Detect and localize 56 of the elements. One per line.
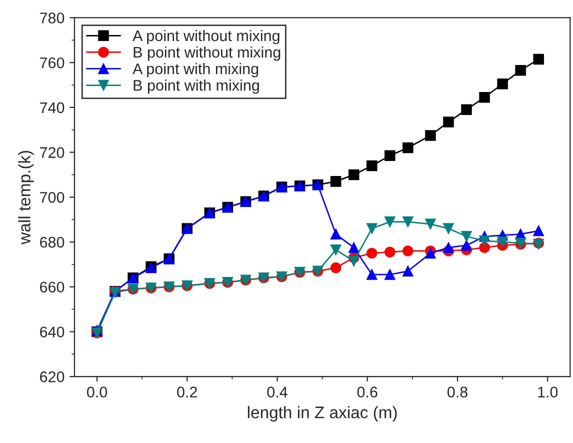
point — [402, 142, 414, 154]
point — [443, 223, 454, 234]
point — [533, 54, 544, 65]
y-tick-label: 620 — [40, 371, 64, 382]
legend-label: B point without mixing — [134, 46, 280, 61]
legend-label: B point with mixing — [134, 80, 259, 94]
legend-label: A point without mixing — [132, 30, 280, 44]
point — [461, 231, 472, 242]
point — [479, 235, 490, 246]
point — [425, 248, 436, 259]
point — [384, 150, 396, 162]
x-tick-label: 0.8 — [447, 386, 468, 398]
point — [330, 244, 342, 256]
x-tick-label: 0.2 — [177, 386, 197, 398]
x-tick-label: 0.6 — [357, 386, 378, 398]
x-tick-label: 1.0 — [538, 386, 558, 398]
point — [330, 262, 342, 274]
y-tick-label: 780 — [40, 12, 64, 24]
point — [366, 223, 378, 234]
point — [497, 78, 508, 90]
point — [348, 169, 360, 180]
point — [348, 256, 360, 266]
point — [425, 218, 436, 230]
y-axis-title: wall temp.(k) — [18, 150, 34, 244]
point — [384, 246, 396, 258]
point — [479, 92, 490, 103]
y-tick-label: 660 — [40, 282, 64, 293]
y-tick-label: 640 — [40, 326, 64, 338]
point — [330, 228, 342, 240]
point — [515, 65, 526, 76]
legend-label: A point with mixing — [132, 63, 258, 78]
x-axis-title: length in Z axiac (m) — [248, 406, 397, 422]
point — [402, 246, 414, 256]
y-tick-label: 720 — [40, 147, 64, 158]
point — [402, 216, 414, 228]
point — [461, 104, 472, 116]
point — [384, 216, 396, 228]
point — [425, 130, 436, 141]
point — [348, 242, 360, 253]
y-tick-label: 700 — [40, 192, 64, 203]
point — [366, 248, 378, 259]
point — [461, 240, 472, 251]
point — [384, 269, 396, 280]
x-tick-label: 0.4 — [267, 386, 288, 398]
point — [402, 266, 414, 277]
y-tick-label: 680 — [40, 236, 64, 248]
point — [443, 116, 454, 128]
y-tick-label: 740 — [40, 102, 64, 114]
x-tick-label: 0.0 — [87, 386, 108, 398]
y-tick-label: 760 — [40, 57, 64, 68]
point — [330, 176, 342, 187]
point — [533, 225, 544, 236]
point — [497, 236, 508, 248]
point — [443, 242, 454, 253]
point — [366, 269, 378, 280]
point — [366, 160, 378, 172]
